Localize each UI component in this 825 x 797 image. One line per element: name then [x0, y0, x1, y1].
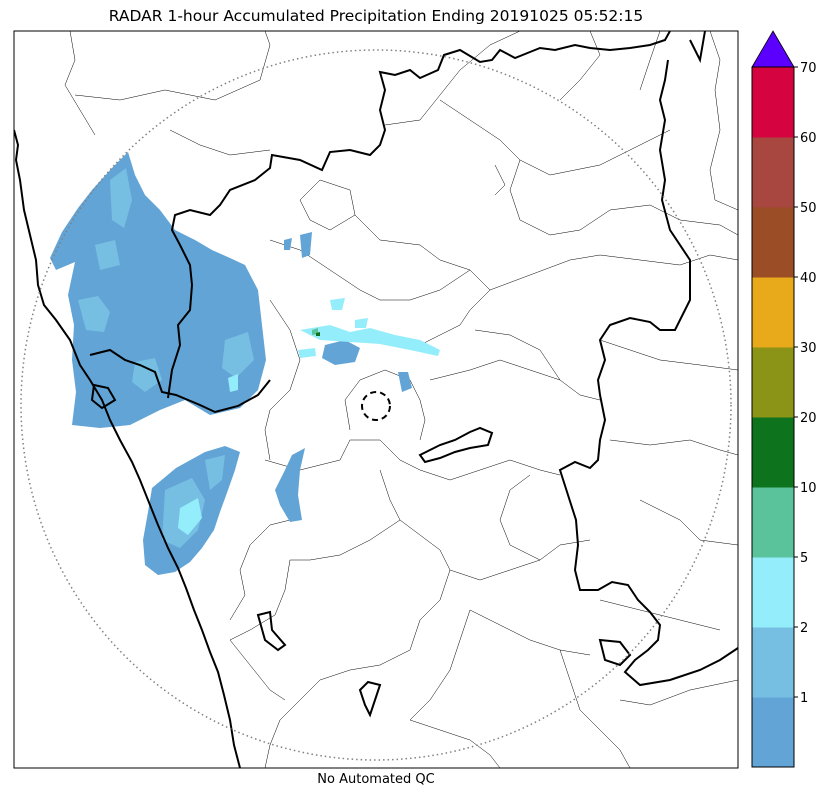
colorbar-segment: [752, 137, 794, 208]
rain-area-light: [50, 152, 266, 428]
colorbar-tick-label: 2: [800, 621, 808, 636]
colorbar-tick-label: 60: [800, 131, 817, 146]
colorbar-tick-label: 40: [800, 271, 817, 286]
coastline: [14, 129, 241, 768]
colorbar-tick-label: 1: [800, 691, 808, 706]
colorbar-segment: [752, 277, 794, 348]
colorbar-segment: [752, 67, 794, 138]
colorbar-segment: [752, 697, 794, 768]
map-frame: [13, 30, 739, 769]
colorbar-segments: [752, 67, 794, 768]
colorbar-segment: [752, 417, 794, 488]
colorbar-tick-label: 30: [800, 341, 817, 356]
colorbar-tick-label: 20: [800, 411, 817, 426]
district-boundaries: [64, 31, 738, 768]
map-title: RADAR 1-hour Accumulated Precipitation E…: [108, 7, 644, 25]
colorbar-extend-arrow: [751, 30, 795, 68]
colorbar-segment: [752, 487, 794, 558]
colorbar-tick-label: 50: [800, 201, 817, 216]
state-boundaries: [14, 31, 738, 768]
radar-range-ring: [20, 49, 732, 761]
qc-label: No Automated QC: [317, 772, 435, 787]
precipitation-field: [50, 152, 440, 575]
colorbar-tick-label: 70: [800, 61, 817, 76]
colorbar-tick-label: 10: [800, 481, 817, 496]
colorbar-segment: [752, 557, 794, 628]
rain-area-light-band: [275, 448, 305, 522]
colorbar-ticks: 1 2 5 10 20 30 40 50 60 70: [794, 61, 817, 706]
colorbar-segment: [752, 207, 794, 278]
colorbar-tick-label: 5: [800, 551, 808, 566]
colorbar-segment: [752, 627, 794, 698]
radar-site-ring: [361, 391, 391, 421]
colorbar-segment: [752, 347, 794, 418]
